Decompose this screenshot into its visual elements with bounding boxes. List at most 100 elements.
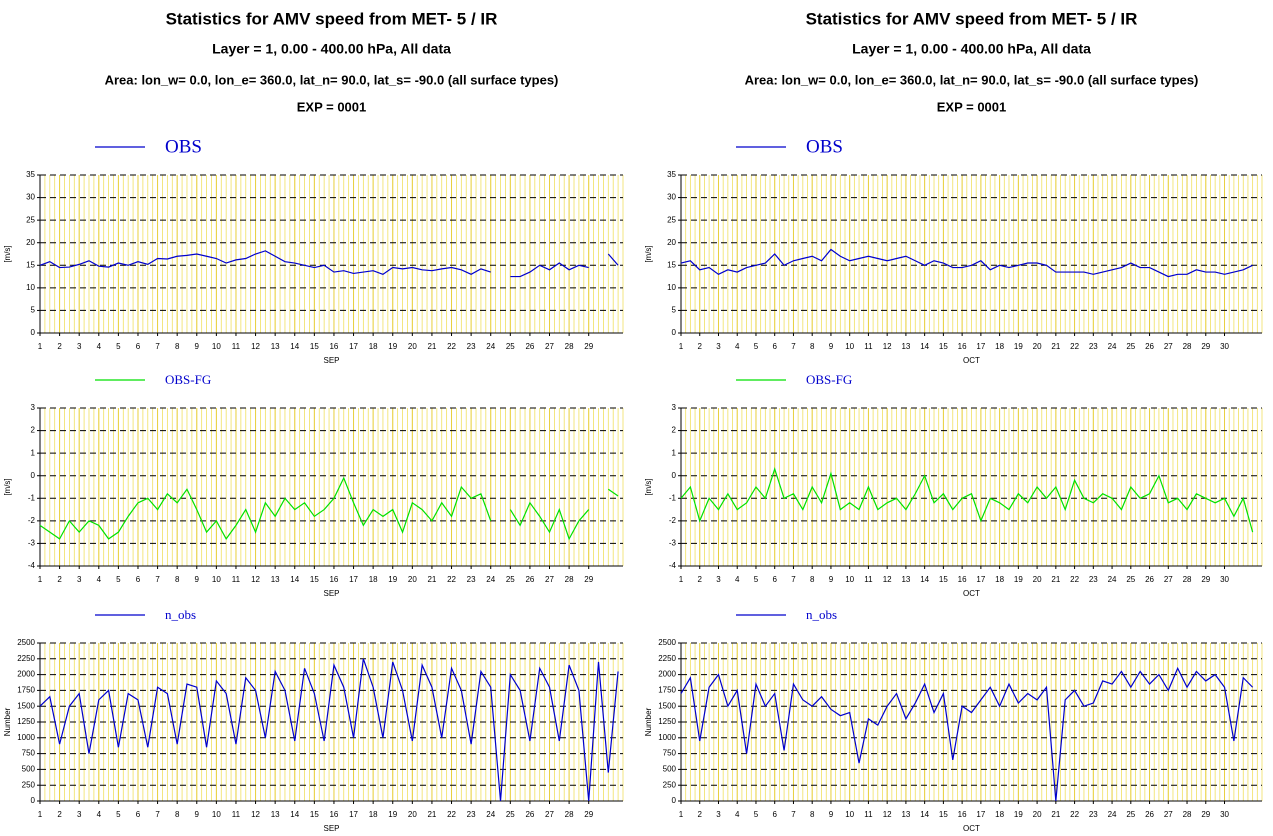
y-tick-label: 15 [667,260,676,269]
x-tick-label: 21 [1051,342,1060,351]
y-tick-label: 1000 [658,733,676,742]
x-tick-label: 5 [116,575,121,584]
x-tick-label: 21 [1051,575,1060,584]
x-tick-label: 23 [467,575,476,584]
x-tick-label: 5 [116,810,121,819]
x-tick-label: 6 [772,575,777,584]
x-tick-label: 10 [845,575,854,584]
y-tick-label: 20 [26,238,35,247]
x-tick-label: 26 [525,810,534,819]
x-tick-label: 19 [1014,810,1023,819]
y-tick-label: 1000 [17,733,35,742]
x-tick-label: 25 [1126,575,1135,584]
x-tick-label: 15 [939,575,948,584]
x-tick-label: 5 [116,342,121,351]
x-tick-label: 8 [175,342,180,351]
x-tick-label: 25 [506,342,515,351]
y-tick-label: 250 [663,780,677,789]
x-tick-label: 1 [679,342,684,351]
x-tick-label: 1 [679,575,684,584]
x-tick-label: 16 [329,342,338,351]
y-tick-label: 1250 [17,717,35,726]
y-tick-label: 35 [667,170,676,179]
x-tick-label: 3 [716,810,721,819]
y-tick-label: 0 [672,471,677,480]
x-tick-label: 21 [427,810,436,819]
x-tick-label: 23 [467,810,476,819]
x-tick-label: 13 [271,575,280,584]
x-tick-label: 21 [427,575,436,584]
y-tick-label: -2 [28,516,36,525]
x-tick-label: 22 [1070,342,1079,351]
chart-subtitle: Layer = 1, 0.00 - 400.00 hPa, All data [212,41,451,57]
x-tick-label: 8 [810,575,815,584]
x-tick-label: 26 [1145,810,1154,819]
x-tick-label: 22 [447,342,456,351]
x-tick-label: 23 [1089,810,1098,819]
x-tick-label: 19 [388,810,397,819]
x-tick-label: 16 [958,342,967,351]
x-tick-label: 7 [155,342,160,351]
data-line [39,476,619,541]
y-tick-label: 500 [663,765,677,774]
y-axis-label: [m/s] [3,478,12,495]
x-tick-label: 17 [976,575,985,584]
x-tick-label: 20 [408,575,417,584]
y-tick-label: 2000 [17,670,35,679]
x-tick-label: 23 [467,342,476,351]
legend-label: OBS [165,136,202,157]
exp-note: EXP = 0001 [937,99,1007,114]
x-tick-label: 12 [251,342,260,351]
x-tick-label: 14 [290,810,299,819]
x-tick-label: 18 [369,810,378,819]
x-tick-label: 12 [251,575,260,584]
y-tick-label: 0 [31,796,36,805]
x-tick-label: 22 [447,575,456,584]
x-tick-label: 14 [920,575,929,584]
x-tick-label: 25 [506,575,515,584]
x-tick-label: 18 [995,575,1004,584]
x-tick-label: 8 [810,342,815,351]
y-tick-label: 1250 [658,717,676,726]
x-tick-label: 17 [976,810,985,819]
x-tick-label: 9 [829,575,834,584]
x-tick-label: 22 [1070,810,1079,819]
x-tick-label: 22 [1070,575,1079,584]
x-tick-label: 26 [525,575,534,584]
data-line [680,248,1253,278]
x-tick-label: 6 [136,810,141,819]
x-tick-label: 2 [57,342,62,351]
x-tick-label: 11 [232,342,241,351]
x-tick-label: 18 [369,342,378,351]
x-tick-label: 26 [1145,342,1154,351]
x-tick-label: 29 [584,810,593,819]
x-tick-label: 18 [369,575,378,584]
x-tick-label: 6 [772,810,777,819]
x-tick-label: 21 [427,342,436,351]
data-line [680,666,1254,802]
y-tick-label: 500 [22,765,36,774]
y-tick-label: -1 [669,493,677,502]
x-tick-label: 18 [995,810,1004,819]
x-tick-label: 20 [1033,810,1042,819]
x-tick-label: 10 [212,342,221,351]
x-tick-label: 25 [1126,810,1135,819]
x-tick-label: 13 [901,575,910,584]
x-tick-label: 16 [329,810,338,819]
x-tick-label: 8 [175,575,180,584]
x-tick-label: 20 [408,342,417,351]
x-tick-label: 7 [791,575,796,584]
x-tick-label: 19 [388,575,397,584]
x-tick-label: 9 [829,342,834,351]
x-tick-label: 15 [939,810,948,819]
x-tick-label: 17 [976,342,985,351]
x-tick-label: 26 [525,342,534,351]
y-tick-label: 2250 [17,654,35,663]
x-tick-label: 30 [1220,342,1229,351]
x-tick-label: 11 [864,810,873,819]
x-tick-label: 27 [545,342,554,351]
x-tick-label: 14 [920,342,929,351]
x-tick-label: 3 [716,342,721,351]
x-axis-label: SEP [323,589,339,598]
x-tick-label: 29 [1201,575,1210,584]
